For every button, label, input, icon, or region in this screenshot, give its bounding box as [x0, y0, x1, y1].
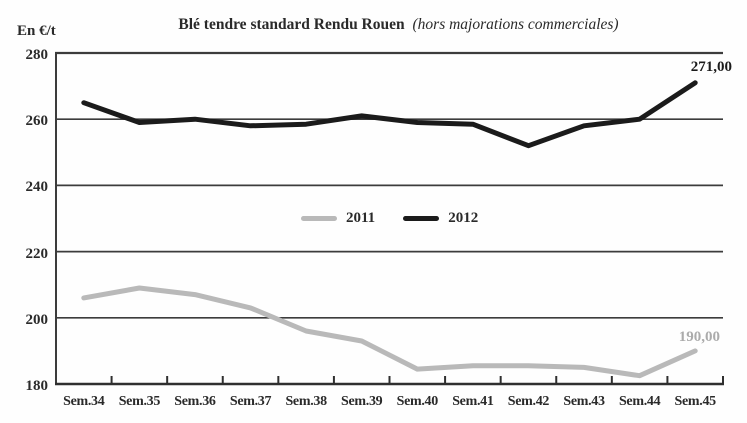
x-axis-tick-label-Sem.39: Sem.39	[341, 394, 383, 409]
data-label-2012-last: 271,00	[690, 59, 732, 75]
x-axis-tick-label-Sem.42: Sem.42	[507, 394, 550, 409]
x-axis-tick-label-Sem.44: Sem.44	[618, 394, 661, 409]
y-axis-tick-label-280: 280	[25, 47, 49, 63]
data-label-2011-last: 190,00	[678, 329, 720, 345]
y-axis-tick-label-260: 260	[25, 113, 49, 130]
y-axis-tick-label-200: 200	[25, 311, 49, 328]
y-axis-tick-label-240: 240	[25, 179, 49, 196]
x-axis-tick-label-Sem.36: Sem.36	[174, 394, 216, 409]
series-line-2012	[81, 80, 698, 149]
x-axis-tick-label-Sem.40: Sem.40	[396, 394, 439, 409]
legend: 2011 2012	[301, 210, 478, 227]
x-axis-tick-label-Sem.37: Sem.37	[229, 394, 272, 409]
y-axis-tick-label-220: 220	[25, 245, 49, 262]
x-axis-tick-label-Sem.35: Sem.35	[118, 394, 161, 409]
legend-label-2012: 2012	[448, 210, 479, 226]
chart-title: Blé tendre standard Rendu Rouen (hors ma…	[50, 16, 747, 34]
y-axis-tick-label-180: 180	[25, 378, 49, 394]
x-axis-tick-label-Sem.34: Sem.34	[63, 394, 105, 409]
series-line-2011	[81, 285, 698, 379]
x-axis-tick-label-Sem.38: Sem.38	[285, 394, 327, 409]
legend-swatch-2011	[301, 216, 337, 221]
legend-item-2012: 2012	[403, 210, 478, 227]
chart-title-main: Blé tendre standard Rendu Rouen	[178, 16, 405, 33]
y-axis-unit-label: En €/t	[17, 23, 56, 39]
x-axis-tick-label-Sem.45: Sem.45	[674, 394, 717, 409]
legend-item-2011: 2011	[301, 210, 375, 227]
x-axis-tick-label-Sem.43: Sem.43	[563, 394, 605, 409]
x-axis-tick-label-Sem.41: Sem.41	[452, 394, 494, 409]
chart-title-subtitle: (hors majorations commerciales)	[412, 16, 619, 33]
legend-label-2011: 2011	[346, 210, 376, 226]
legend-swatch-2012	[403, 216, 440, 221]
